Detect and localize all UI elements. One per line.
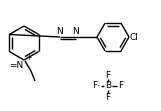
Text: Cl: Cl [130,33,139,42]
Text: F: F [105,70,111,79]
Text: +: + [25,54,31,62]
Text: F: F [118,81,123,90]
Text: N: N [73,27,79,36]
Text: B: B [105,81,111,90]
Text: F: F [92,81,98,90]
Text: F: F [105,92,111,101]
Text: N: N [57,27,63,36]
Text: =N: =N [9,61,23,70]
Text: ·: · [97,81,101,91]
